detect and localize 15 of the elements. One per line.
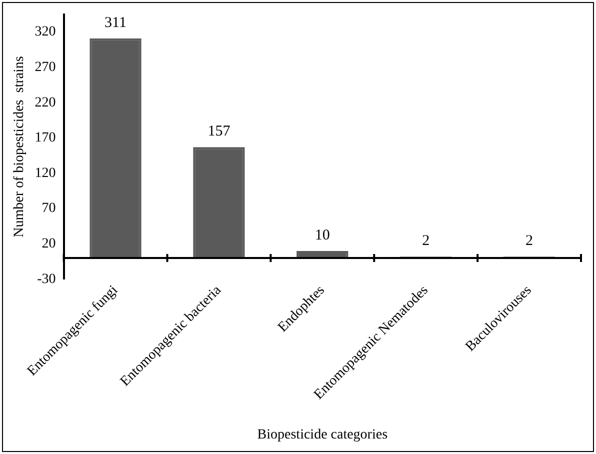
y-tick-label: 270: [34, 60, 56, 76]
y-tick-label: 120: [34, 166, 56, 181]
y-tick-label: 170: [34, 130, 56, 146]
y-tick-label: 220: [34, 95, 56, 110]
y-tick-label: -30: [37, 272, 56, 287]
data-label: 2: [422, 233, 430, 250]
y-tick-label: 20: [42, 236, 56, 252]
data-label: 2: [526, 233, 534, 250]
data-label: 311: [104, 14, 126, 31]
data-label: 157: [208, 124, 231, 140]
y-tick-label: 320: [34, 24, 56, 40]
y-tick-label: 70: [42, 201, 56, 216]
y-axis-title: Number of biopesticides strains: [12, 56, 28, 238]
x-axis-title: Biopesticide categories: [257, 427, 388, 442]
data-label: 10: [314, 227, 330, 244]
